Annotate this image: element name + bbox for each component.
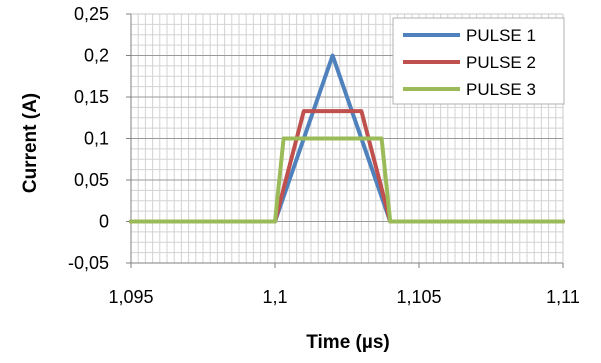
- x-tick-label: 1,1: [262, 287, 287, 307]
- x-tick-label: 1,095: [108, 287, 153, 307]
- y-axis-title: Current (A): [20, 93, 41, 193]
- legend: PULSE 1 PULSE 2 PULSE 3: [392, 17, 565, 105]
- y-tick-label: 0,15: [74, 87, 109, 107]
- legend-label-1: PULSE 1: [466, 26, 536, 45]
- y-tick-label: 0,1: [84, 129, 109, 149]
- x-tick-label: 1,11: [546, 287, 580, 307]
- legend-label-3: PULSE 3: [466, 80, 536, 99]
- series-lines: [129, 53, 565, 224]
- x-tick-label: 1,105: [396, 287, 441, 307]
- series-line-3: [129, 136, 565, 224]
- x-tick-labels: 1,095 1,1 1,105 1,11: [108, 263, 580, 307]
- y-tick-label: 0,05: [74, 170, 109, 190]
- x-axis-title: Time (µs): [306, 332, 389, 353]
- legend-label-2: PULSE 2: [466, 53, 536, 72]
- y-tick-labels: 0,25 0,2 0,15 0,1 0,05 0 -0,05: [68, 4, 131, 273]
- y-tick-label: 0,2: [84, 46, 109, 66]
- y-tick-label: -0,05: [68, 253, 109, 273]
- y-tick-label: 0,25: [74, 4, 109, 24]
- y-tick-label: 0: [99, 212, 109, 232]
